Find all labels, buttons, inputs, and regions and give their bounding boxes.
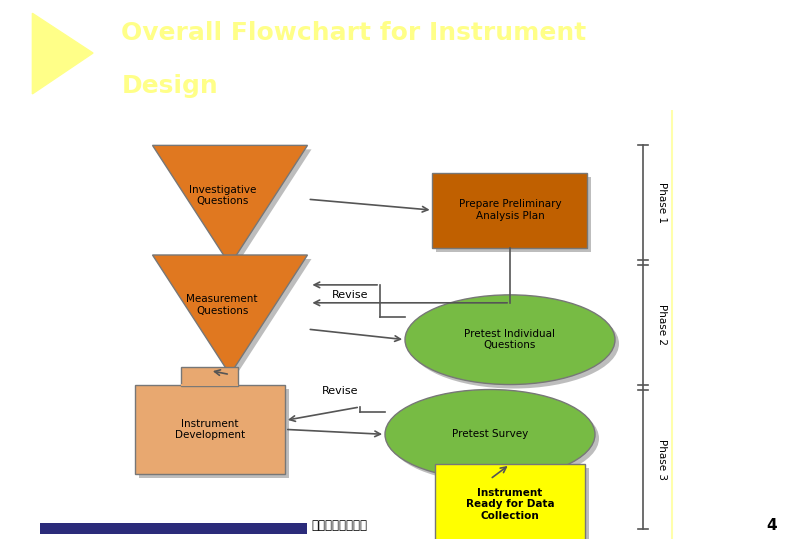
Ellipse shape <box>389 393 599 483</box>
Polygon shape <box>156 259 311 378</box>
FancyBboxPatch shape <box>439 468 589 539</box>
Text: Design: Design <box>121 74 218 98</box>
Text: 4: 4 <box>766 518 777 533</box>
FancyBboxPatch shape <box>437 177 591 252</box>
Text: Phase 3: Phase 3 <box>657 439 667 480</box>
Text: Phase 1: Phase 1 <box>657 182 667 223</box>
Polygon shape <box>153 146 307 265</box>
Text: Prepare Preliminary
Analysis Plan: Prepare Preliminary Analysis Plan <box>459 199 561 221</box>
Text: Instrument
Development: Instrument Development <box>175 419 245 440</box>
Text: Revise: Revise <box>322 386 358 397</box>
Text: Revise: Revise <box>332 290 368 300</box>
FancyBboxPatch shape <box>433 173 587 247</box>
FancyBboxPatch shape <box>135 384 285 474</box>
Text: Instrument
Ready for Data
Collection: Instrument Ready for Data Collection <box>466 487 554 521</box>
FancyBboxPatch shape <box>435 464 585 539</box>
Text: Overall Flowchart for Instrument: Overall Flowchart for Instrument <box>121 21 587 45</box>
FancyBboxPatch shape <box>181 367 239 385</box>
Ellipse shape <box>385 390 595 479</box>
Text: Pretest Survey: Pretest Survey <box>452 430 528 439</box>
Text: Investigative
Questions: Investigative Questions <box>188 185 256 206</box>
Text: Phase 2: Phase 2 <box>657 304 667 345</box>
Ellipse shape <box>405 295 615 384</box>
Text: Measurement
Questions: Measurement Questions <box>187 294 258 316</box>
Text: Pretest Individual
Questions: Pretest Individual Questions <box>464 329 556 350</box>
Polygon shape <box>32 13 93 94</box>
Polygon shape <box>156 149 311 269</box>
Ellipse shape <box>409 299 619 389</box>
Polygon shape <box>153 255 307 375</box>
Text: 中央資管：範鍾強: 中央資管：範鍾強 <box>311 519 368 532</box>
FancyBboxPatch shape <box>139 389 289 478</box>
